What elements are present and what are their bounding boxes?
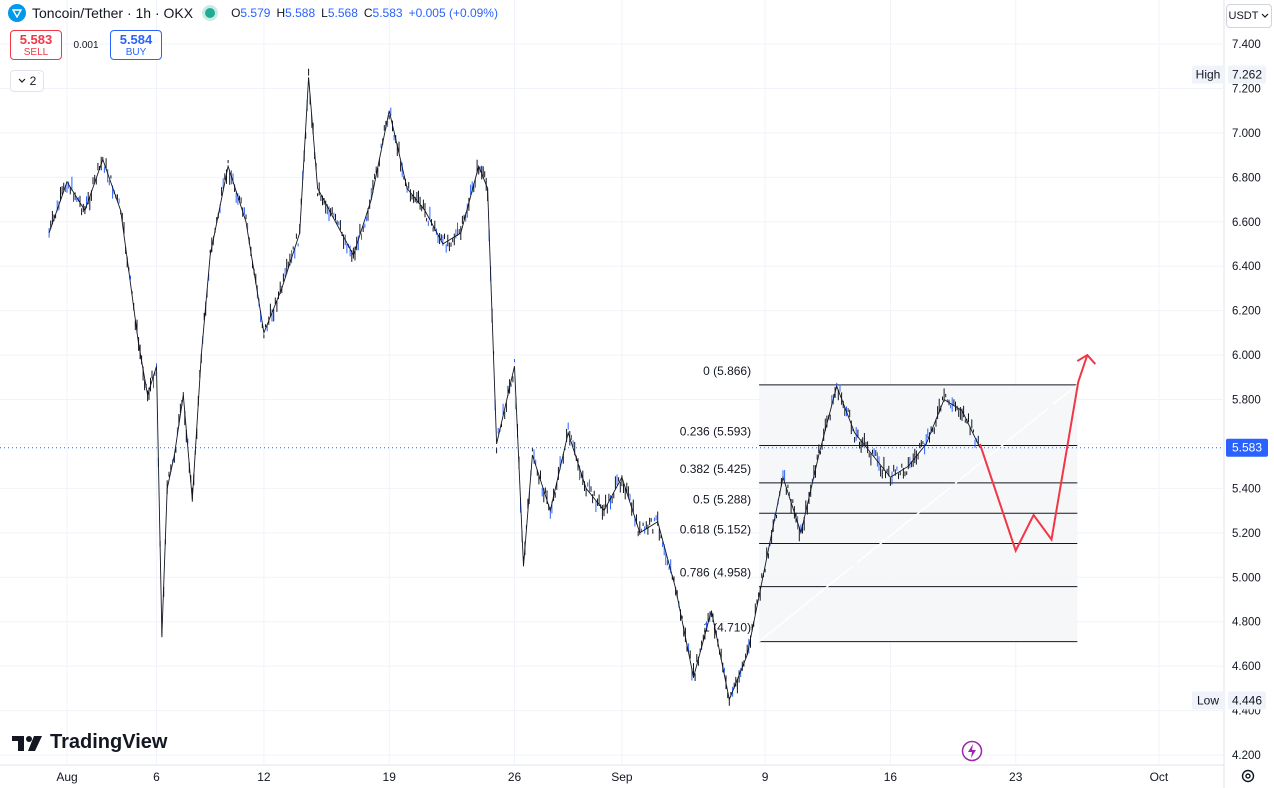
market-status-dot [205,8,216,18]
chevron-down-icon [18,78,26,83]
x-tick-label: Aug [56,770,77,784]
current-price-tag: 5.583 [1232,441,1262,455]
y-tick-label: 7.000 [1232,128,1261,140]
y-tick-label: 6.200 [1232,306,1261,318]
fib-retracement[interactable]: 0 (5.866) 0.236 (5.593) 0.382 (5.425) 0.5 (… [680,364,1078,643]
projection-path [978,354,1089,554]
high-label-bg [1192,65,1224,84]
price-change: +0.005 (+0.09%) [408,6,498,20]
y-tick-label: 5.400 [1232,483,1261,495]
tradingview-logo[interactable]: TradingView [12,731,167,754]
y-tick-label: 7.200 [1232,83,1261,95]
x-tick-label: 23 [1009,770,1023,784]
current-price-tag-bg [1226,438,1268,457]
trade-panel: 5.583 SELL 0.001 5.584 BUY [10,30,162,60]
high-price-tag-bg [1228,65,1266,84]
high-price-tag: 7.262 [1232,68,1262,82]
projection-arrow[interactable] [978,353,1097,554]
indicators-toggle[interactable]: 2 [10,70,44,92]
price-axis[interactable]: 7.400 7.200 7.000 6.800 6.600 6.400 6.200 6.000… [1232,39,1261,762]
buy-button[interactable]: 5.584 BUY [110,30,162,60]
x-tick-label: 12 [257,770,271,784]
low-label-bg [1192,691,1224,710]
sell-button[interactable]: 5.583 SELL [10,30,62,60]
y-tick-label: 6.400 [1232,261,1261,273]
price-path [48,77,981,702]
y-tick-label: 6.600 [1232,217,1261,229]
high-label: High [1196,68,1221,82]
x-tick-label: Sep [611,770,633,784]
fib-level-label: 0.618 (5.152) [680,522,751,536]
y-tick-label: 4.800 [1232,617,1261,629]
x-tick-label: 6 [153,770,160,784]
y-tick-label: 6.800 [1232,172,1261,184]
y-tick-label: 4.600 [1232,661,1261,673]
currency-button[interactable]: USDT [1226,4,1272,28]
low-label: Low [1197,693,1219,707]
lightning-icon[interactable] [961,740,983,762]
fib-trend-line [758,384,1078,643]
fib-level-label: 0.236 (5.593) [680,424,751,438]
y-tick-label: 4.200 [1232,750,1261,762]
low-price-tag-bg [1228,691,1266,710]
projection-arrowhead [1076,353,1097,365]
ton-icon [8,4,26,22]
fib-level-label: 1 (4.710) [703,621,751,635]
symbol-title[interactable]: Toncoin/Tether · 1h · OKX [32,5,194,21]
x-tick-label: 19 [383,770,397,784]
low-price-tag: 4.446 [1232,693,1262,707]
spread-value: 0.001 [73,39,99,51]
y-tick-label: 5.000 [1232,572,1261,584]
x-tick-label: 26 [508,770,522,784]
fib-level-label: 0.786 (4.958) [680,566,751,580]
tradingview-logo-icon [12,735,42,751]
y-tick-label: 5.200 [1232,528,1261,540]
fib-level-label: 0 (5.866) [703,364,751,378]
price-candles [48,68,981,706]
y-tick-label: 5.800 [1232,395,1261,407]
price-labels: 5.583 High 7.262 Low 4.446 [1192,65,1268,710]
x-tick-label: 16 [884,770,898,784]
y-tick-label: 7.400 [1232,39,1261,51]
ohlc-readout: O5.579 H5.588 L5.568 C5.583 +0.005 (+0.0… [231,6,498,20]
fib-level-label: 0.5 (5.288) [693,492,751,506]
gear-icon[interactable] [1240,768,1256,784]
time-axis[interactable]: Aug 6 12 19 26 Sep 9 16 23 Oct [56,770,1169,784]
y-tick-label: 6.000 [1232,350,1261,362]
chart-header: Toncoin/Tether · 1h · OKX O5.579 H5.588 … [8,4,498,22]
x-tick-label: 9 [762,770,769,784]
x-tick-label: Oct [1150,770,1169,784]
chevron-down-icon [1262,13,1269,18]
fib-level-label: 0.382 (5.425) [680,462,751,476]
